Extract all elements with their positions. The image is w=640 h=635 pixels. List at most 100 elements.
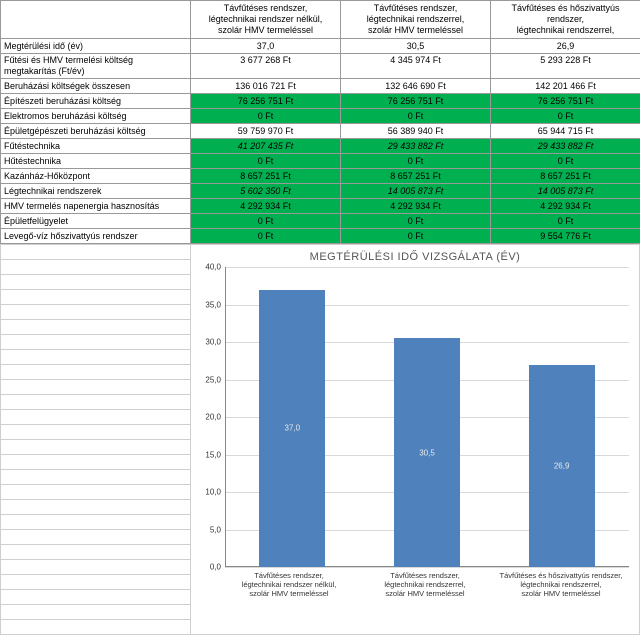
- grid-blank: [1, 365, 191, 380]
- grid-blank: [1, 545, 191, 560]
- cell: 59 759 970 Ft: [191, 124, 341, 139]
- cell: 76 256 751 Ft: [341, 94, 491, 109]
- grid-blank: [1, 440, 191, 455]
- grid-blank: [1, 380, 191, 395]
- chart-ylabel: 40,0: [195, 263, 221, 272]
- cell: 0 Ft: [341, 229, 491, 244]
- cell: 4 345 974 Ft: [341, 54, 491, 79]
- chart-bar: 30,5: [394, 338, 460, 567]
- cell: 0 Ft: [491, 214, 640, 229]
- cell: 30,5: [341, 39, 491, 54]
- chart-bar-value: 37,0: [259, 424, 325, 433]
- row-label: Levegő-víz hőszivattyús rendszer: [1, 229, 191, 244]
- cell: 0 Ft: [341, 109, 491, 124]
- cell: 14 005 873 Ft: [341, 184, 491, 199]
- grid-blank: [1, 335, 191, 350]
- cell: 26,9: [491, 39, 640, 54]
- grid-blank: [1, 605, 191, 620]
- cell: 4 292 934 Ft: [341, 199, 491, 214]
- cell: 0 Ft: [191, 109, 341, 124]
- chart-title: MEGTÉRÜLÉSI IDŐ VIZSGÁLATA (ÉV): [191, 251, 639, 263]
- cell: 8 657 251 Ft: [341, 169, 491, 184]
- cell: 65 944 715 Ft: [491, 124, 640, 139]
- grid-blank: [1, 425, 191, 440]
- cell: 4 292 934 Ft: [491, 199, 640, 214]
- grid-blank: [1, 590, 191, 605]
- grid-blank: [1, 470, 191, 485]
- grid-blank: [1, 515, 191, 530]
- chart-plot: 0,05,010,015,020,025,030,035,040,037,030…: [195, 267, 629, 567]
- grid-blank: [1, 485, 191, 500]
- table-row: Fűtéstechnika41 207 435 Ft29 433 882 Ft2…: [1, 139, 640, 154]
- grid-blank: [1, 410, 191, 425]
- table-row: Megtérülési idő (év)37,030,526,9: [1, 39, 640, 54]
- grid-blank: [1, 275, 191, 290]
- cell: 142 201 466 Ft: [491, 79, 640, 94]
- chart-ylabel: 30,0: [195, 338, 221, 347]
- row-label: Légtechnikai rendszerek: [1, 184, 191, 199]
- header-row: Távfűtéses rendszer, légtechnikai rendsz…: [1, 1, 640, 39]
- chart-ylabel: 15,0: [195, 450, 221, 459]
- chart-gridline: [225, 267, 629, 268]
- row-label: Hűtéstechnika: [1, 154, 191, 169]
- cell: 4 292 934 Ft: [191, 199, 341, 214]
- cell: 37,0: [191, 39, 341, 54]
- grid-blank: [1, 290, 191, 305]
- row-label: Megtérülési idő (év): [1, 39, 191, 54]
- row-label: Beruházási költségek összesen: [1, 79, 191, 94]
- cell: 5 602 350 Ft: [191, 184, 341, 199]
- cell: 136 016 721 Ft: [191, 79, 341, 94]
- grid-blank: [1, 575, 191, 590]
- table-row: Épületgépészeti beruházási költség59 759…: [1, 124, 640, 139]
- cell: 14 005 873 Ft: [491, 184, 640, 199]
- chart-bar-value: 30,5: [394, 448, 460, 457]
- row-label: Fűtési és HMV termelési költség megtakar…: [1, 54, 191, 79]
- grid-row: MEGTÉRÜLÉSI IDŐ VIZSGÁLATA (ÉV)0,05,010,…: [1, 245, 640, 260]
- col-header-0: Távfűtéses rendszer, légtechnikai rendsz…: [191, 1, 341, 39]
- cell: 0 Ft: [341, 154, 491, 169]
- grid-blank: [1, 245, 191, 260]
- chart-cell: MEGTÉRÜLÉSI IDŐ VIZSGÁLATA (ÉV)0,05,010,…: [191, 245, 640, 635]
- grid-blank: [1, 260, 191, 275]
- grid-blank: [1, 320, 191, 335]
- grid-blank: [1, 500, 191, 515]
- cell: 0 Ft: [191, 229, 341, 244]
- chart-bar-value: 26,9: [529, 462, 595, 471]
- cell: 0 Ft: [491, 154, 640, 169]
- cell: 0 Ft: [341, 214, 491, 229]
- row-label: Épületgépészeti beruházási költség: [1, 124, 191, 139]
- table-row: Beruházási költségek összesen136 016 721…: [1, 79, 640, 94]
- row-label: Elektromos beruházási költség: [1, 109, 191, 124]
- col-header-1: Távfűtéses rendszer, légtechnikai rendsz…: [341, 1, 491, 39]
- chart-xlabel: Távfűtéses és hőszivattyús rendszer,légt…: [493, 567, 629, 604]
- cell: 29 433 882 Ft: [341, 139, 491, 154]
- cell: 41 207 435 Ft: [191, 139, 341, 154]
- header-blank: [1, 1, 191, 39]
- grid-blank: [1, 350, 191, 365]
- grid-blank: [1, 455, 191, 470]
- grid-blank: [1, 395, 191, 410]
- row-label: Épületfelügyelet: [1, 214, 191, 229]
- chart-bar: 26,9: [529, 365, 595, 567]
- chart-yaxis: [225, 267, 226, 567]
- table-row: Kazánház-Hőközpont8 657 251 Ft8 657 251 …: [1, 169, 640, 184]
- table-row: Elektromos beruházási költség0 Ft0 Ft0 F…: [1, 109, 640, 124]
- cell: 76 256 751 Ft: [191, 94, 341, 109]
- chart-ylabel: 35,0: [195, 300, 221, 309]
- data-table: Távfűtéses rendszer, légtechnikai rendsz…: [0, 0, 640, 244]
- chart-xlabel: Távfűtéses rendszer,légtechnikai rendsze…: [221, 567, 357, 604]
- chart-grid: MEGTÉRÜLÉSI IDŐ VIZSGÁLATA (ÉV)0,05,010,…: [0, 244, 640, 635]
- cell: 29 433 882 Ft: [491, 139, 640, 154]
- chart-ylabel: 25,0: [195, 375, 221, 384]
- chart-ylabel: 20,0: [195, 413, 221, 422]
- cell: 0 Ft: [191, 214, 341, 229]
- table-row: Építészeti beruházási költség76 256 751 …: [1, 94, 640, 109]
- grid-blank: [1, 620, 191, 635]
- table-row: Levegő-víz hőszivattyús rendszer0 Ft0 Ft…: [1, 229, 640, 244]
- row-label: Kazánház-Hőközpont: [1, 169, 191, 184]
- chart-bar: 37,0: [259, 290, 325, 568]
- cell: 76 256 751 Ft: [491, 94, 640, 109]
- grid-blank: [1, 560, 191, 575]
- chart-ylabel: 5,0: [195, 525, 221, 534]
- cell: 132 646 690 Ft: [341, 79, 491, 94]
